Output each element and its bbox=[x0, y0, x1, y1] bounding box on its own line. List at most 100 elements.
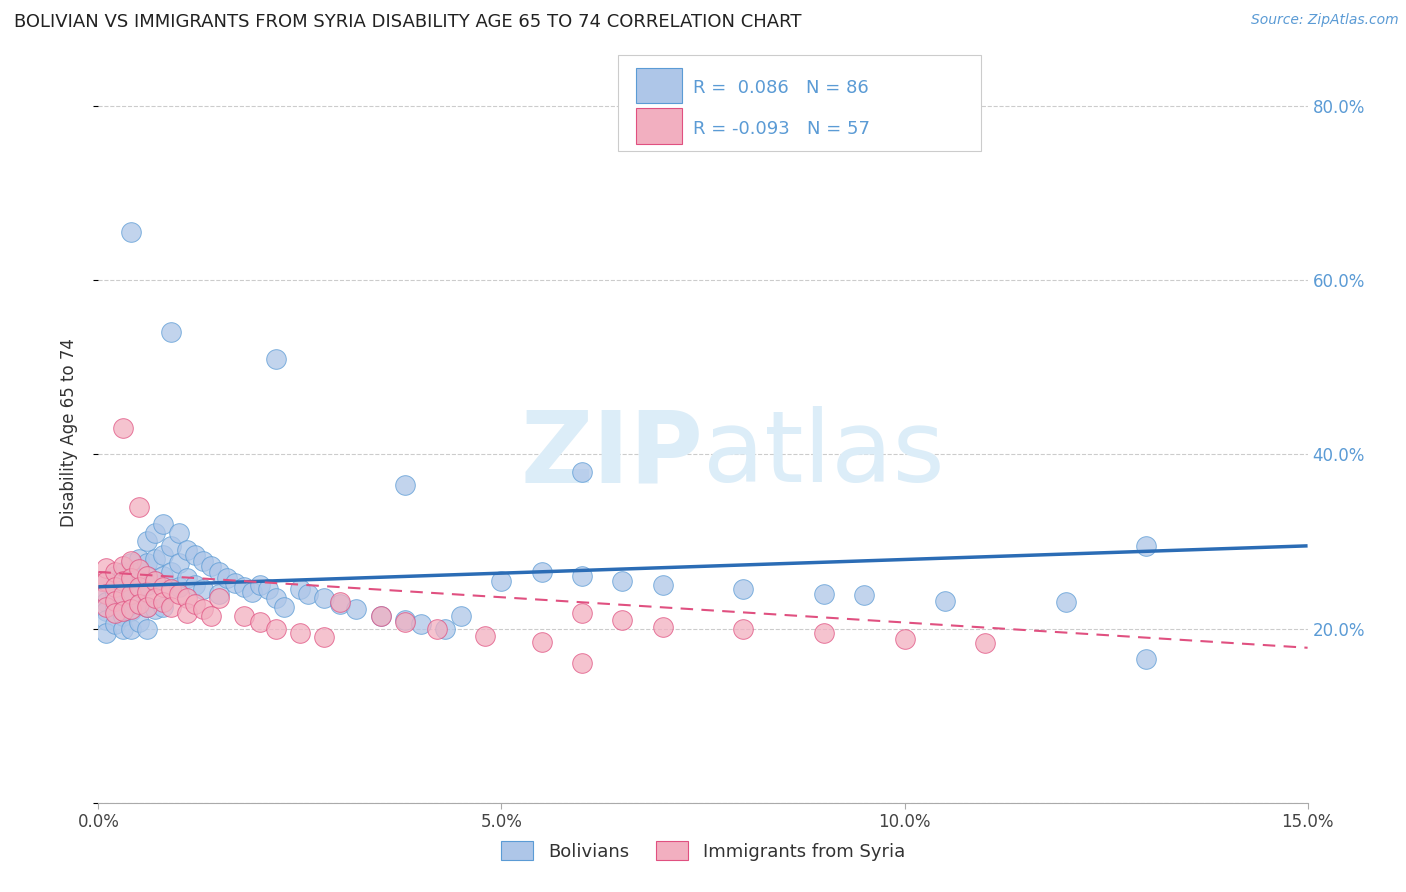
Point bbox=[91, 574, 114, 588]
Point bbox=[96, 560, 118, 574]
Point bbox=[103, 606, 125, 620]
Point bbox=[96, 574, 118, 588]
Point bbox=[893, 632, 915, 646]
Point bbox=[184, 548, 207, 562]
Point bbox=[120, 602, 142, 616]
Point bbox=[370, 608, 392, 623]
Point bbox=[111, 574, 134, 588]
Point bbox=[409, 617, 432, 632]
Point bbox=[120, 591, 142, 606]
Point bbox=[111, 591, 134, 606]
Point bbox=[103, 580, 125, 594]
Point bbox=[135, 556, 157, 570]
Point bbox=[974, 636, 997, 650]
Point bbox=[232, 580, 254, 594]
Point bbox=[571, 465, 593, 479]
Point bbox=[813, 587, 835, 601]
Point bbox=[571, 657, 593, 671]
Point bbox=[160, 326, 183, 340]
Point bbox=[167, 580, 190, 594]
Point bbox=[249, 578, 271, 592]
Point bbox=[96, 599, 118, 614]
Point bbox=[208, 587, 231, 601]
Text: ZIP: ZIP bbox=[520, 407, 703, 503]
Point bbox=[240, 585, 263, 599]
Point bbox=[152, 599, 174, 614]
Point bbox=[1135, 652, 1157, 666]
Point bbox=[264, 351, 287, 366]
Point bbox=[264, 622, 287, 636]
Point bbox=[813, 626, 835, 640]
Point bbox=[394, 613, 416, 627]
Point bbox=[651, 578, 673, 592]
Point bbox=[128, 615, 150, 629]
Point bbox=[853, 589, 876, 603]
Point bbox=[434, 622, 457, 636]
Y-axis label: Disability Age 65 to 74: Disability Age 65 to 74 bbox=[59, 338, 77, 527]
Point bbox=[135, 585, 157, 599]
Point bbox=[120, 225, 142, 239]
Text: atlas: atlas bbox=[703, 407, 945, 503]
Point bbox=[176, 571, 198, 585]
Text: R = -0.093   N = 57: R = -0.093 N = 57 bbox=[693, 120, 870, 138]
Point bbox=[297, 587, 319, 601]
Point bbox=[612, 613, 634, 627]
Point bbox=[152, 517, 174, 532]
Point bbox=[200, 558, 222, 573]
Point bbox=[143, 552, 166, 566]
Point bbox=[103, 565, 125, 579]
Point bbox=[135, 599, 157, 614]
Point bbox=[329, 597, 352, 611]
Point bbox=[96, 587, 118, 601]
Point bbox=[135, 534, 157, 549]
Point bbox=[232, 608, 254, 623]
Point bbox=[111, 565, 134, 579]
Point bbox=[733, 582, 755, 597]
Point bbox=[96, 613, 118, 627]
Point bbox=[143, 525, 166, 540]
Point bbox=[160, 565, 183, 579]
Point bbox=[474, 629, 496, 643]
Point bbox=[571, 606, 593, 620]
Point bbox=[450, 608, 472, 623]
Point bbox=[167, 587, 190, 601]
Point bbox=[249, 615, 271, 629]
Point bbox=[394, 478, 416, 492]
Point bbox=[288, 582, 311, 597]
Point bbox=[200, 608, 222, 623]
Point bbox=[128, 582, 150, 597]
Point bbox=[273, 599, 295, 614]
Point bbox=[128, 500, 150, 514]
Point bbox=[111, 608, 134, 623]
Point bbox=[1054, 595, 1077, 609]
Point bbox=[96, 626, 118, 640]
Point bbox=[135, 569, 157, 583]
Point bbox=[143, 574, 166, 588]
Point bbox=[111, 589, 134, 603]
Point bbox=[103, 617, 125, 632]
Point bbox=[314, 630, 336, 644]
Point bbox=[143, 591, 166, 606]
Point bbox=[288, 626, 311, 640]
Point bbox=[96, 587, 118, 601]
FancyBboxPatch shape bbox=[637, 108, 682, 144]
Point bbox=[120, 587, 142, 601]
Text: R =  0.086   N = 86: R = 0.086 N = 86 bbox=[693, 79, 869, 97]
Point bbox=[128, 565, 150, 579]
Point bbox=[264, 591, 287, 606]
Point bbox=[135, 599, 157, 614]
Point bbox=[176, 543, 198, 558]
Point bbox=[160, 582, 183, 597]
Point bbox=[176, 606, 198, 620]
Point bbox=[143, 602, 166, 616]
Point bbox=[152, 569, 174, 583]
Point bbox=[370, 608, 392, 623]
Point bbox=[128, 597, 150, 611]
Point bbox=[96, 595, 118, 609]
Point bbox=[651, 620, 673, 634]
Point bbox=[733, 622, 755, 636]
Point bbox=[128, 562, 150, 576]
Point bbox=[152, 595, 174, 609]
Point bbox=[120, 556, 142, 570]
Point bbox=[143, 574, 166, 588]
